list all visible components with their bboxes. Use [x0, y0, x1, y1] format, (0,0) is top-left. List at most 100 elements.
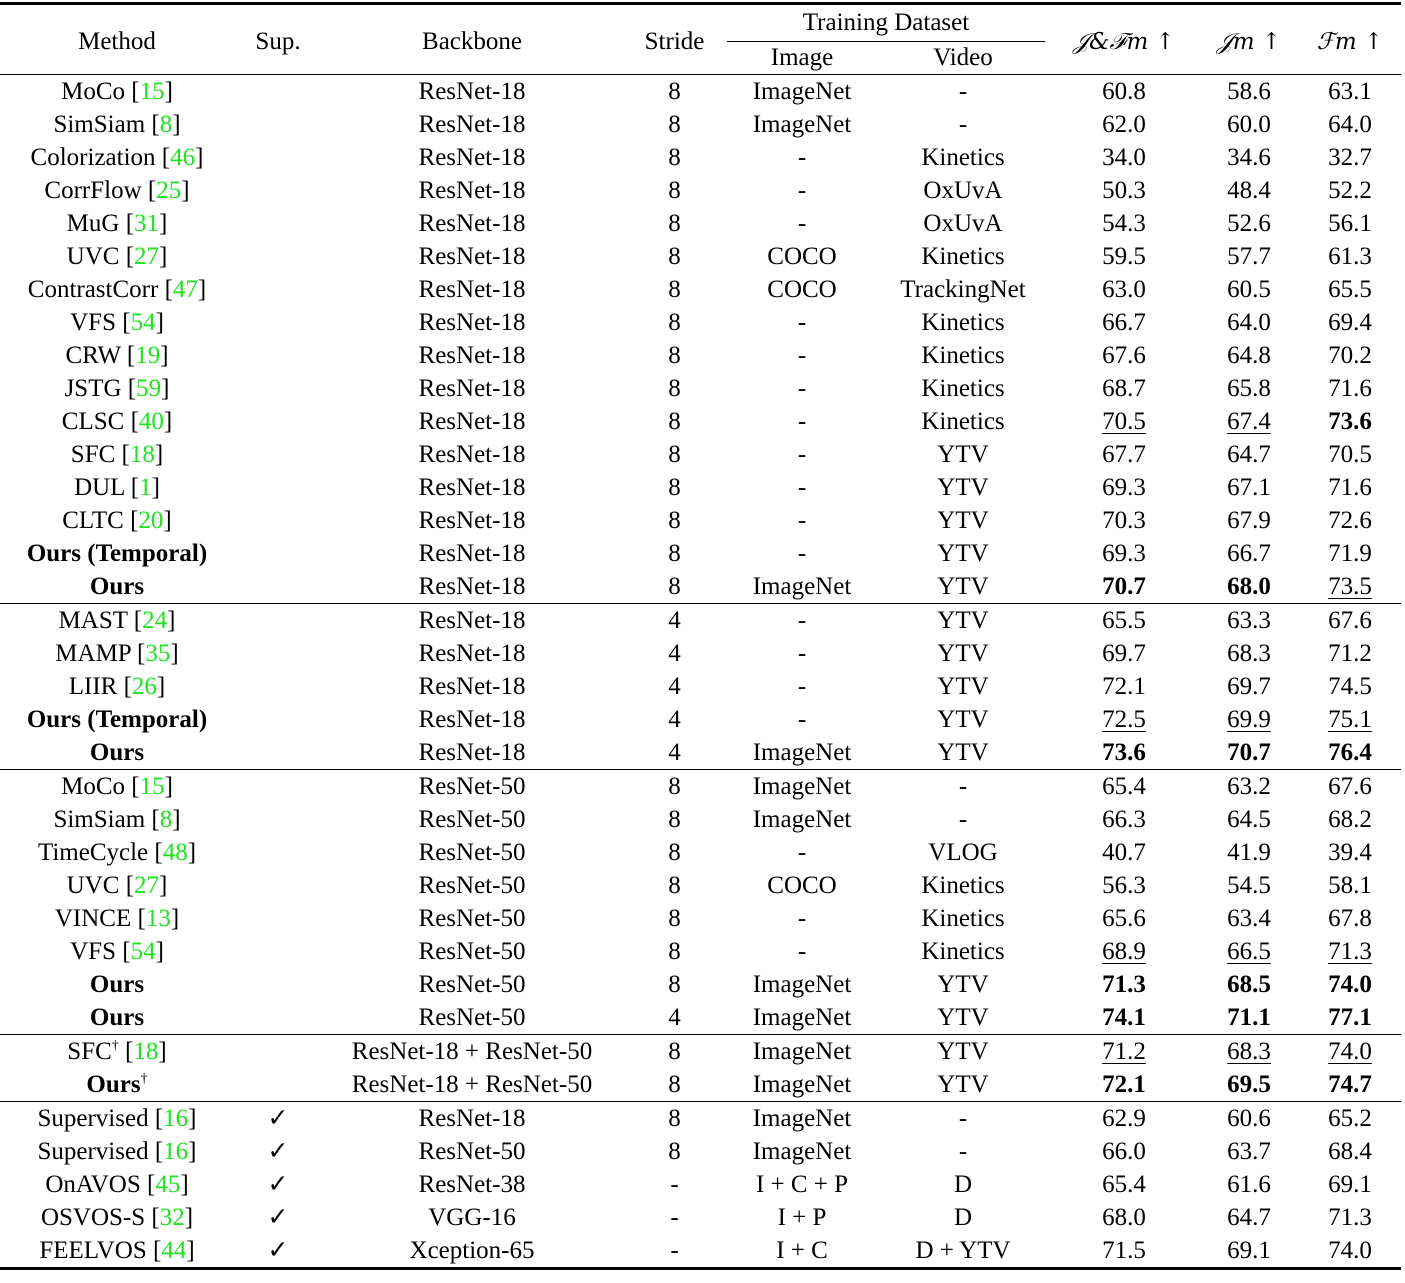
method-cell: CRW [19] [65, 342, 169, 369]
backbone-cell: ResNet-18 [322, 537, 622, 570]
citation-link[interactable]: 1 [139, 474, 152, 501]
method-name: Supervised [37, 1105, 149, 1132]
table-row: CorrFlow [25] ResNet-18 8 - OxUvA 50.3 48.4 52.… [0, 174, 1401, 207]
image-dataset-cell: - [727, 306, 877, 339]
j-mean-cell: 68.5 [1199, 968, 1299, 1001]
image-dataset-cell-value: - [797, 309, 807, 336]
f-mean-cell-value: 67.8 [1328, 905, 1372, 932]
video-dataset-cell-value: TrackingNet [900, 276, 1026, 303]
backbone-cell: ResNet-18 [322, 75, 622, 109]
image-dataset-cell: ImageNet [727, 803, 877, 836]
citation-link[interactable]: 13 [145, 905, 171, 932]
table-row: MuG [31] ResNet-18 8 - OxUvA 54.3 52.6 56.1 [0, 207, 1401, 240]
video-dataset-cell: OxUvA [877, 207, 1049, 240]
f-mean-cell: 32.7 [1299, 141, 1401, 174]
citation-link[interactable]: 16 [163, 1105, 189, 1132]
image-dataset-cell: - [727, 836, 877, 869]
supervised-check-value: ✓ [267, 1237, 289, 1264]
citation-link[interactable]: 18 [129, 441, 155, 468]
citation-link[interactable]: 18 [133, 1038, 159, 1065]
backbone-cell: ResNet-38 [322, 1168, 622, 1201]
citation-link[interactable]: 27 [134, 243, 160, 270]
image-dataset-cell: - [727, 603, 877, 637]
stride-cell: 8 [622, 438, 727, 471]
image-dataset-cell-value: - [797, 408, 807, 435]
video-dataset-cell-value: Kinetics [921, 375, 1005, 402]
citation-link[interactable]: 20 [138, 507, 164, 534]
jf-mean-cell: 72.1 [1049, 670, 1199, 703]
backbone-cell: ResNet-50 [322, 869, 622, 902]
j-mean-cell: 60.6 [1199, 1101, 1299, 1135]
j-mean-cell: 41.9 [1199, 836, 1299, 869]
video-dataset-cell-value: YTV [937, 540, 989, 567]
backbone-cell-value: ResNet-18 [418, 474, 526, 501]
stride-cell: - [622, 1168, 727, 1201]
citation-link[interactable]: 31 [134, 210, 160, 237]
citation-link[interactable]: 15 [139, 773, 165, 800]
citation-link[interactable]: 19 [135, 342, 161, 369]
jf-mean-cell-value: 73.6 [1102, 739, 1146, 766]
f-mean-cell: 67.6 [1299, 769, 1401, 803]
citation-link[interactable]: 8 [159, 806, 173, 833]
video-dataset-cell-value: - [958, 1105, 968, 1132]
f-mean-cell-value: 71.6 [1328, 474, 1372, 501]
citation-link[interactable]: 48 [162, 839, 188, 866]
method-name: Ours (Temporal) [26, 540, 208, 567]
j-mean-cell-value: 60.0 [1227, 111, 1271, 138]
citation-link[interactable]: 46 [170, 144, 196, 171]
jf-mean-cell-value: 72.5 [1102, 706, 1146, 733]
stride-cell-value: 4 [668, 706, 681, 733]
table-row: Ours ResNet-18 4 ImageNet YTV 73.6 70.7 76.4 [0, 736, 1401, 770]
method-name: LIIR [68, 673, 118, 700]
citation-link[interactable]: 40 [138, 408, 164, 435]
backbone-cell-value: ResNet-38 [418, 1171, 526, 1198]
supervised-check [234, 75, 322, 109]
stride-cell: 8 [622, 75, 727, 109]
citation-link[interactable]: 25 [156, 177, 182, 204]
jf-mean-cell: 60.8 [1049, 75, 1199, 109]
citation-link[interactable]: 26 [131, 673, 157, 700]
video-dataset-cell-value: YTV [937, 1004, 989, 1031]
jf-mean-cell: 68.0 [1049, 1201, 1199, 1234]
f-mean-cell: 56.1 [1299, 207, 1401, 240]
j-mean-cell: 60.5 [1199, 273, 1299, 306]
citation-link[interactable]: 16 [163, 1138, 189, 1165]
method-cell: ContrastCorr [47] [27, 276, 207, 303]
jf-mean-cell-value: 72.1 [1102, 673, 1146, 700]
citation-link[interactable]: 27 [134, 872, 160, 899]
citation-link[interactable]: 44 [161, 1237, 187, 1264]
table-row: MoCo [15] ResNet-50 8 ImageNet - 65.4 63.2 67.6 [0, 769, 1401, 803]
backbone-cell-value: ResNet-50 [418, 938, 526, 965]
jf-mean-cell: 67.7 [1049, 438, 1199, 471]
video-dataset-cell: YTV [877, 1001, 1049, 1035]
citation-link[interactable]: 47 [172, 276, 198, 303]
jf-mean-cell-value: 65.5 [1102, 607, 1146, 634]
backbone-cell: ResNet-18 [322, 405, 622, 438]
table-row: SFC† [18] ResNet-18 + ResNet-50 8 ImageNet Y… [0, 1034, 1401, 1068]
jf-mean-cell: 71.5 [1049, 1234, 1199, 1269]
f-mean-cell: 74.0 [1299, 1234, 1401, 1269]
citation-link[interactable]: 45 [155, 1171, 181, 1198]
stride-cell: 4 [622, 670, 727, 703]
method-cell: CLSC [40] [61, 408, 173, 435]
citation-link[interactable]: 32 [159, 1204, 185, 1231]
citation-link[interactable]: 54 [130, 309, 156, 336]
video-dataset-cell-value: YTV [937, 706, 989, 733]
jf-mean-cell-value: 66.3 [1102, 806, 1146, 833]
f-mean-cell: 52.2 [1299, 174, 1401, 207]
citation-link[interactable]: 8 [159, 111, 173, 138]
jf-mean-cell-value: 69.7 [1102, 640, 1146, 667]
citation-link[interactable]: 15 [139, 78, 165, 105]
video-dataset-cell-value: D [953, 1171, 973, 1198]
video-dataset-cell: Kinetics [877, 339, 1049, 372]
supervised-check [234, 902, 322, 935]
jf-mean-cell: 69.3 [1049, 471, 1199, 504]
method-name: SFC [67, 1038, 112, 1065]
method-name: VINCE [54, 905, 132, 932]
citation-link[interactable]: 59 [136, 375, 162, 402]
citation-link[interactable]: 24 [142, 607, 168, 634]
f-mean-cell-value: 71.3 [1328, 938, 1372, 965]
citation-link[interactable]: 35 [145, 640, 171, 667]
table-row: CLSC [40] ResNet-18 8 - Kinetics 70.5 67.4 73.6 [0, 405, 1401, 438]
citation-link[interactable]: 54 [130, 938, 156, 965]
